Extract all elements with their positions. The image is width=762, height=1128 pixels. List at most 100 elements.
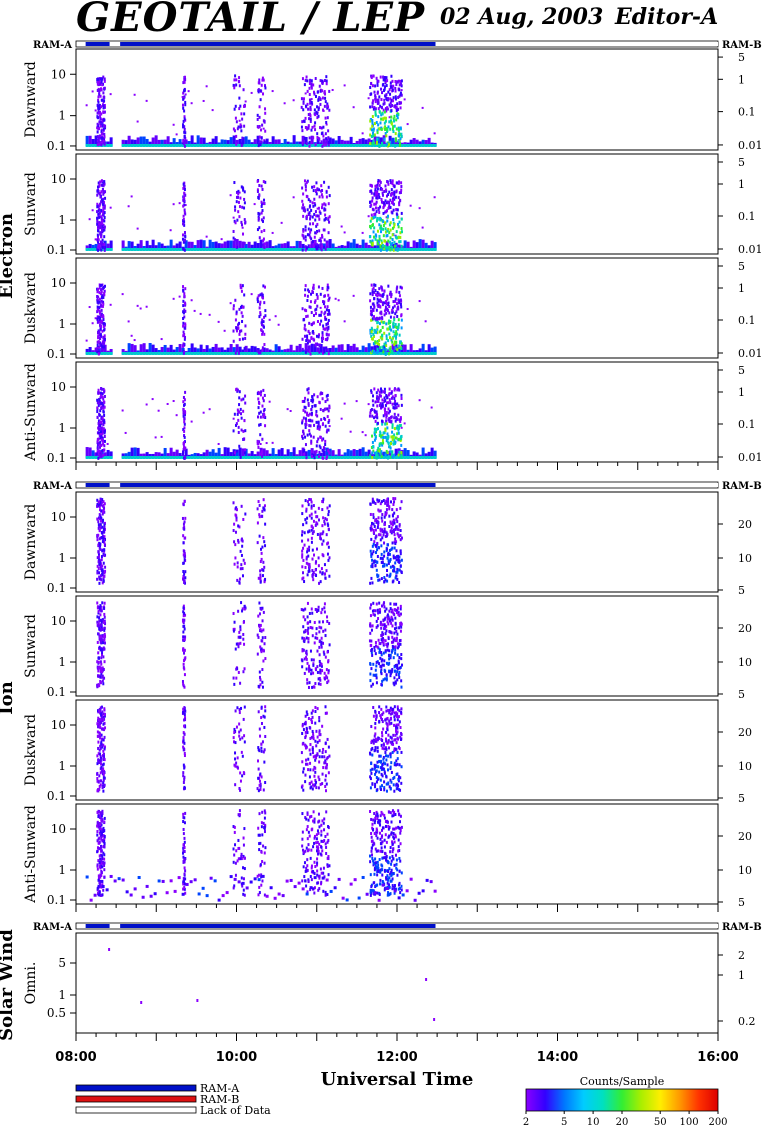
data-cell: [242, 188, 245, 192]
data-cell: [397, 134, 400, 138]
data-cell: [328, 418, 331, 422]
data-cell: [382, 102, 385, 106]
data-cell: [387, 321, 390, 325]
data-cell: [382, 211, 385, 215]
data-cell: [196, 248, 200, 251]
data-cell: [314, 342, 317, 346]
data-cell: [340, 225, 343, 228]
data-cell: [325, 456, 328, 460]
data-cell: [375, 196, 378, 200]
data-cell: [301, 199, 304, 203]
data-cell: [317, 677, 320, 681]
data-cell: [396, 606, 399, 610]
data-cell: [261, 78, 264, 82]
data-cell: [369, 142, 372, 146]
data-cell: [99, 628, 102, 632]
data-cell: [310, 241, 314, 250]
data-cell: [370, 334, 373, 338]
data-cell: [310, 292, 313, 296]
data-cell: [370, 330, 373, 334]
data-cell: [243, 451, 246, 455]
data-cell: [237, 425, 240, 429]
data-cell: [239, 635, 242, 639]
data-cell: [385, 607, 388, 611]
data-cell: [229, 137, 233, 146]
data-cell: [183, 75, 186, 79]
data-cell: [183, 223, 186, 227]
data-cell: [340, 344, 344, 354]
data-cell: [239, 625, 242, 629]
data-cell: [183, 429, 186, 433]
data-cell: [145, 305, 148, 308]
data-cell: [235, 506, 238, 510]
data-cell: [196, 348, 200, 354]
data-cell: [399, 91, 402, 95]
data-cell: [375, 330, 378, 334]
data-cell: [371, 84, 374, 88]
data-cell: [312, 286, 315, 290]
data-cell: [265, 456, 269, 459]
data-cell: [393, 511, 396, 515]
data-cell: [397, 644, 400, 648]
data-cell: [323, 563, 326, 567]
data-cell: [102, 197, 105, 201]
data-cell: [376, 83, 379, 87]
data-cell: [409, 144, 413, 147]
data-cell: [96, 222, 99, 226]
data-cell: [258, 401, 261, 405]
data-cell: [258, 411, 261, 415]
data-cell: [343, 402, 346, 405]
data-cell: [196, 144, 200, 147]
data-cell: [211, 352, 215, 355]
data-cell: [400, 244, 403, 248]
data-cell: [397, 181, 400, 185]
data-cell: [178, 456, 182, 459]
data-cell: [370, 213, 373, 217]
data-cell: [102, 104, 105, 108]
data-cell: [316, 188, 319, 192]
data-cell: [148, 453, 152, 458]
data-cell: [391, 226, 394, 230]
data-cell: [372, 302, 375, 306]
data-cell: [374, 233, 377, 237]
data-cell: [175, 144, 179, 147]
data-cell: [369, 239, 372, 243]
data-cell: [183, 572, 186, 576]
data-cell: [100, 228, 103, 232]
data-cell: [302, 192, 305, 196]
data-cell: [400, 326, 403, 330]
data-cell: [241, 248, 245, 251]
data-cell: [320, 664, 323, 668]
data-cell: [381, 141, 384, 145]
data-cell: [306, 79, 309, 83]
data-cell: [239, 549, 242, 553]
data-cell: [136, 243, 140, 250]
data-cell: [385, 415, 388, 419]
data-cell: [94, 109, 97, 112]
data-cell: [328, 239, 332, 250]
data-cell: [104, 544, 107, 548]
data-cell: [390, 650, 393, 654]
data-cell: [97, 520, 100, 524]
data-cell: [399, 79, 402, 83]
data-cell: [124, 144, 128, 147]
data-cell: [301, 649, 304, 653]
data-cell: [304, 185, 307, 189]
data-cell: [378, 390, 381, 394]
data-cell: [326, 348, 329, 352]
data-cell: [166, 453, 170, 458]
data-cell: [264, 180, 267, 184]
data-cell: [406, 123, 409, 126]
data-cell: [154, 348, 158, 354]
data-cell: [257, 445, 260, 449]
data-cell: [395, 212, 398, 216]
data-cell: [172, 349, 176, 354]
data-cell: [392, 208, 395, 212]
data-cell: [380, 516, 383, 520]
data-cell: [196, 456, 200, 459]
data-cell: [98, 309, 101, 313]
data-cell: [317, 106, 320, 110]
data-cell: [184, 287, 187, 291]
data-cell: [103, 601, 106, 605]
data-cell: [96, 406, 99, 410]
